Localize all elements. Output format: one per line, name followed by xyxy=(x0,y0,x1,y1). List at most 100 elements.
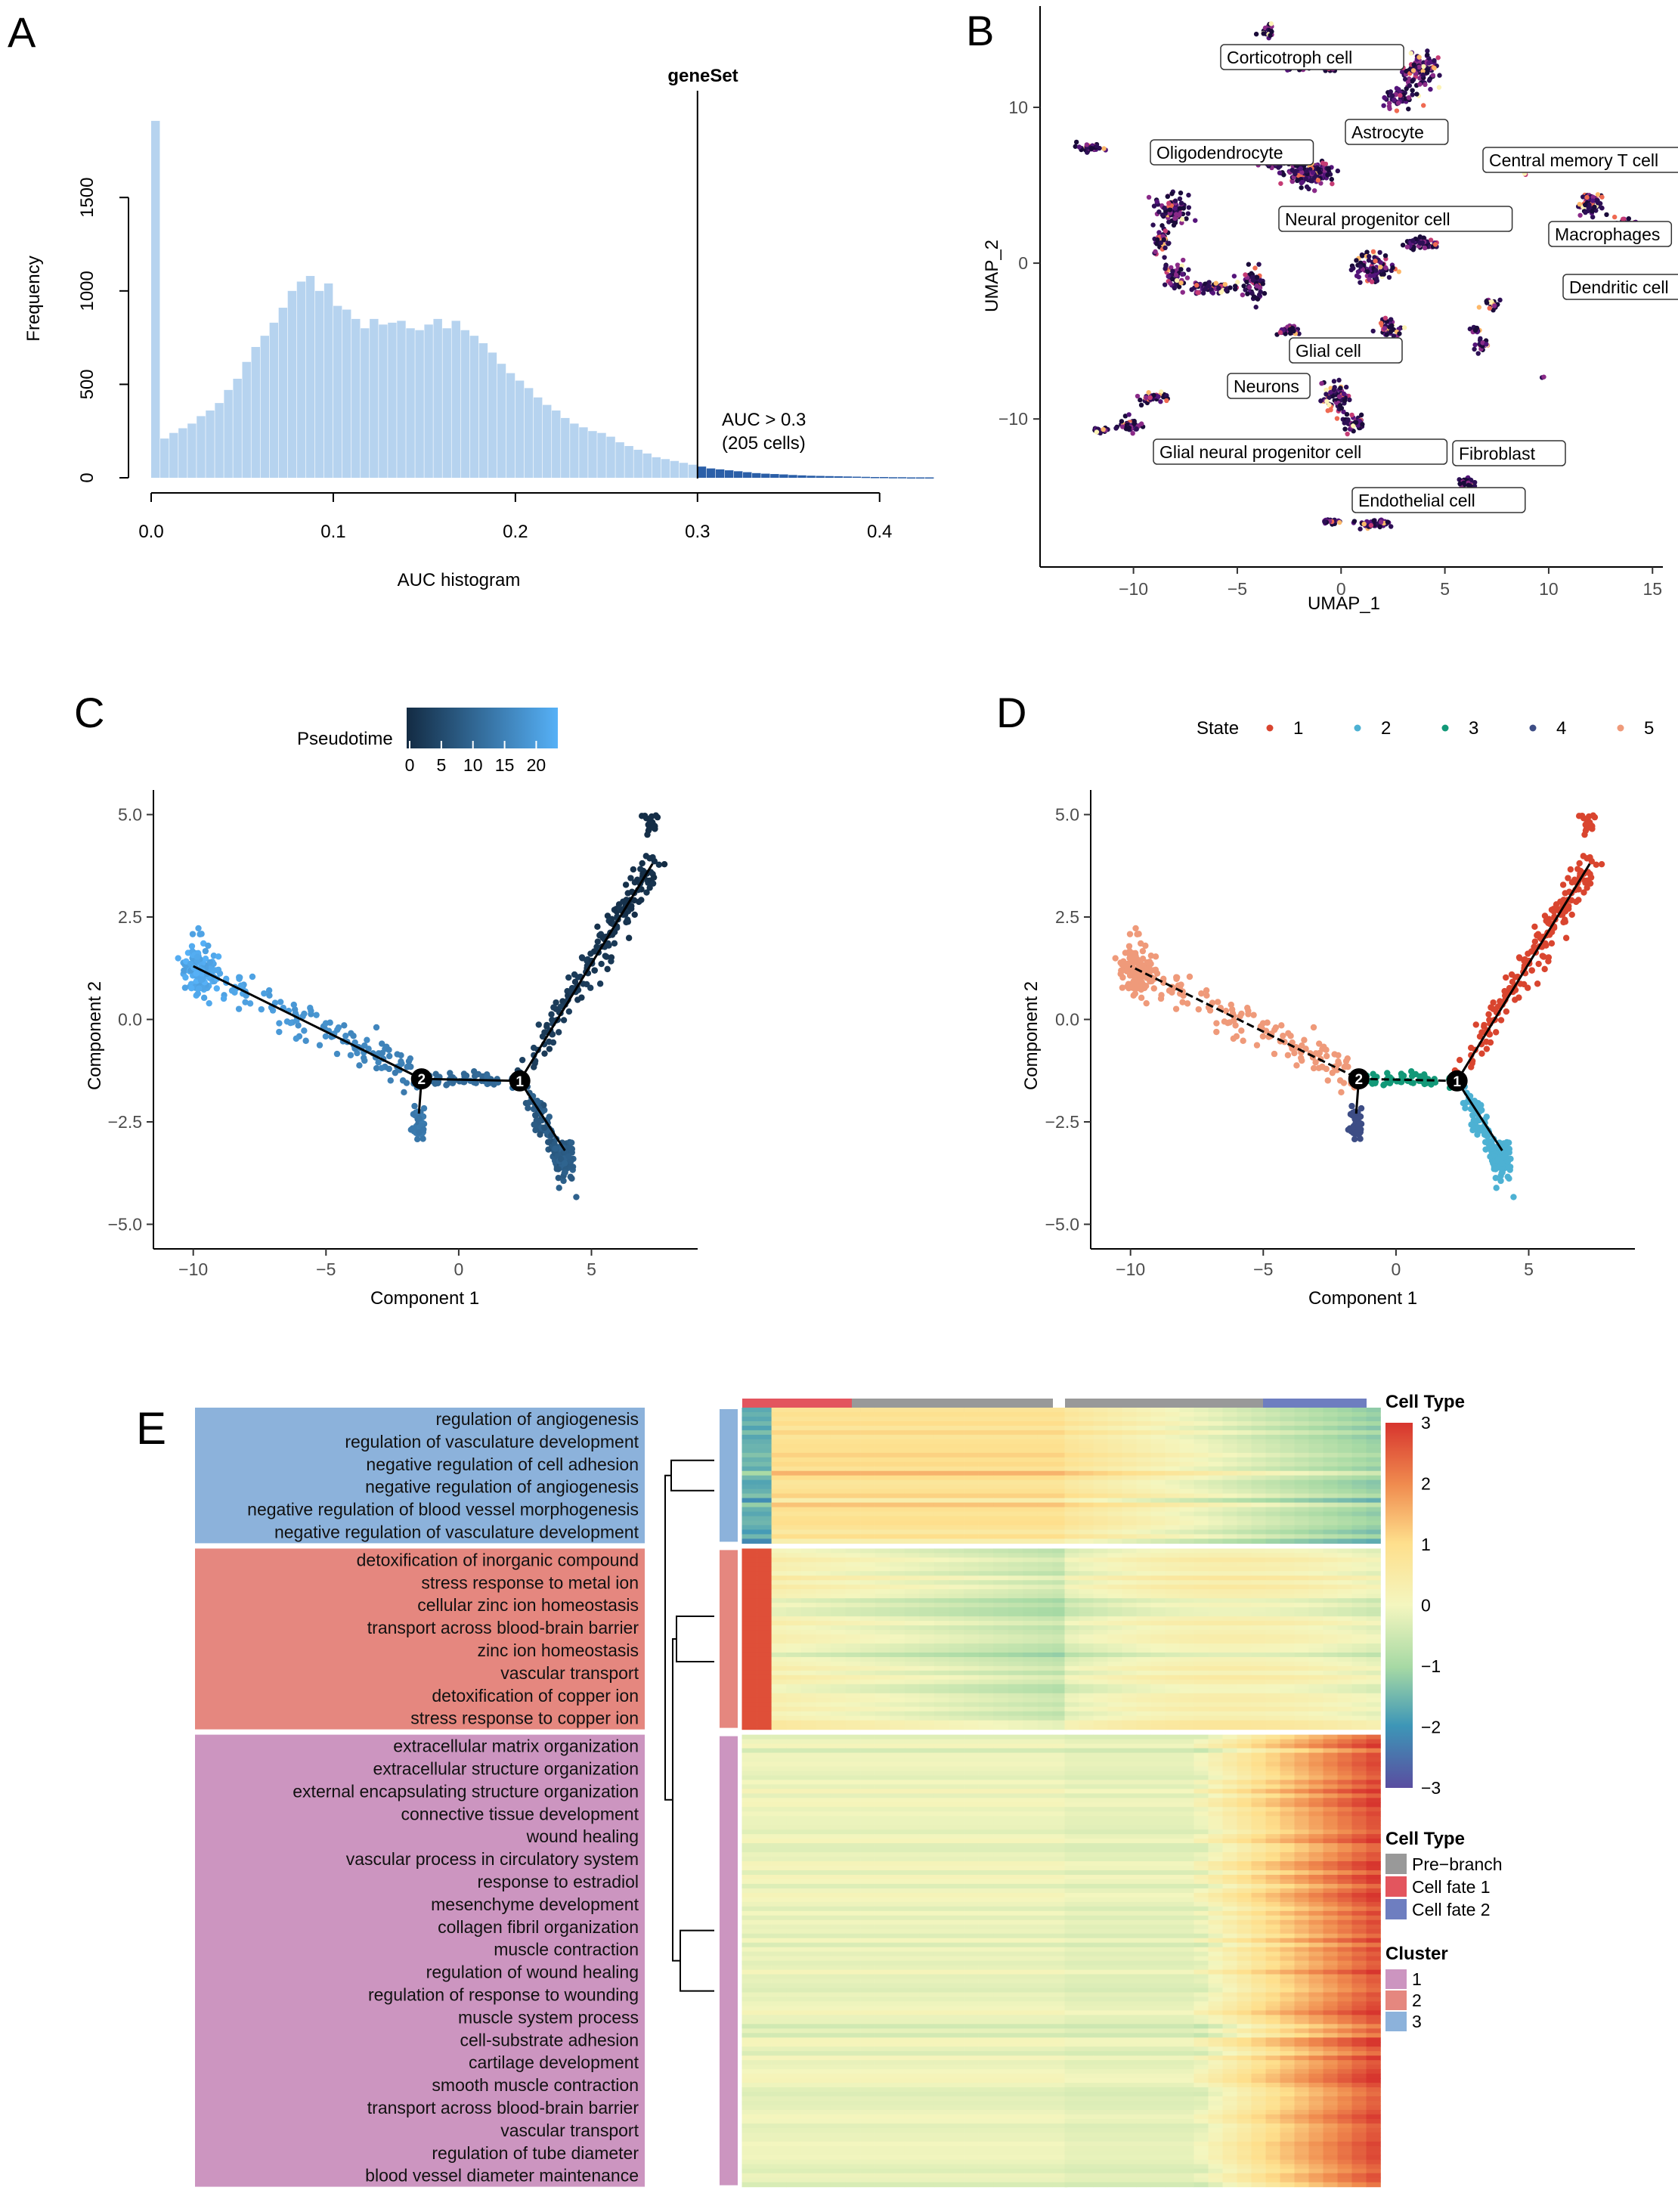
heatmap-cell xyxy=(1294,1538,1309,1544)
histogram-bar xyxy=(642,453,652,478)
heatmap-cell xyxy=(1008,1466,1023,1472)
umap-point xyxy=(1385,519,1391,525)
heatmap-cell xyxy=(1251,1557,1266,1563)
cell-point xyxy=(1462,1104,1469,1111)
heatmap-cell xyxy=(1079,1470,1094,1476)
heatmap-cell xyxy=(1008,1475,1023,1481)
heatmap-cell xyxy=(1093,1553,1108,1558)
heatmap-cell xyxy=(860,1470,875,1476)
heatmap-cell xyxy=(1179,1466,1194,1472)
heatmap-cell xyxy=(1294,1571,1309,1576)
heatmap-cell xyxy=(1093,1420,1108,1427)
heatmap-cell xyxy=(1093,1520,1108,1526)
heatmap-cell xyxy=(904,1498,920,1504)
heatmap-cell xyxy=(904,1511,920,1517)
heatmap-cell xyxy=(1008,1553,1023,1558)
heatmap-cell xyxy=(830,1507,846,1513)
heatmap-cell xyxy=(933,1420,949,1427)
cell-point xyxy=(1567,866,1574,873)
x-tick-label: 5 xyxy=(1524,1259,1534,1279)
cell-point xyxy=(1271,1050,1278,1058)
heatmap-cell xyxy=(1150,1493,1166,1499)
heatmap-cell xyxy=(1366,1411,1381,1417)
heatmap-cell xyxy=(771,1416,787,1422)
heatmap-cell xyxy=(1323,1502,1338,1508)
heatmap-cell xyxy=(1079,1457,1094,1463)
heatmap-cell xyxy=(830,1484,846,1490)
heatmap-cell xyxy=(964,1585,979,1590)
heatmap-cell xyxy=(1122,1475,1137,1481)
umap-point xyxy=(1472,342,1478,348)
heatmap-cell xyxy=(816,1585,831,1590)
cell-point xyxy=(1380,1082,1387,1089)
heatmap-cell xyxy=(1193,1470,1209,1476)
heatmap-cell xyxy=(1150,1525,1166,1531)
heatmap-cell xyxy=(1150,1534,1166,1540)
heatmap-cell xyxy=(1237,1408,1252,1413)
histogram-bar xyxy=(460,330,470,478)
heatmap-cell xyxy=(1179,1484,1194,1490)
heatmap-cell xyxy=(1179,1511,1194,1517)
heatmap-cell xyxy=(1037,1571,1053,1576)
heatmap-cell xyxy=(757,1548,772,1554)
heatmap-cell xyxy=(1193,1507,1209,1513)
heatmap-cell xyxy=(919,1434,935,1440)
heatmap-cell xyxy=(993,1507,1009,1513)
cell-point xyxy=(573,1194,580,1200)
heatmap-cell xyxy=(1179,1548,1194,1554)
heatmap-cell xyxy=(1079,1534,1094,1540)
heatmap-cell xyxy=(1308,1466,1324,1472)
heatmap-cell xyxy=(1150,1408,1166,1413)
heatmap-cell xyxy=(919,1562,935,1567)
heatmap-cell xyxy=(875,1466,890,1472)
heatmap-cell xyxy=(741,1575,757,1581)
heatmap-cell xyxy=(875,1502,890,1508)
heatmap-cell xyxy=(1107,1580,1122,1585)
heatmap-cell xyxy=(860,1538,875,1544)
heatmap-cell xyxy=(964,1430,979,1436)
heatmap-cell xyxy=(1208,1420,1223,1427)
umap-point xyxy=(1361,521,1367,527)
heatmap-cell xyxy=(1165,1489,1180,1495)
heatmap-cell xyxy=(1323,1525,1338,1531)
heatmap-cell xyxy=(1222,1425,1237,1431)
heatmap-cell xyxy=(830,1571,846,1576)
heatmap-cell xyxy=(1222,1470,1237,1476)
umap-point xyxy=(1435,55,1441,60)
heatmap-cell xyxy=(1337,1484,1352,1490)
umap-point xyxy=(1325,407,1330,414)
histogram-bar xyxy=(870,477,880,479)
heatmap-cell xyxy=(1294,1489,1309,1495)
heatmap-cell xyxy=(919,1443,935,1449)
heatmap-cell xyxy=(1136,1425,1151,1431)
heatmap-cell xyxy=(1308,1479,1324,1486)
heatmap-cell xyxy=(890,1443,906,1449)
umap-point xyxy=(1101,426,1106,432)
cell-point xyxy=(1238,1027,1245,1034)
heatmap-cell xyxy=(757,1484,772,1490)
cluster-annotation xyxy=(720,1409,738,1542)
umap-point xyxy=(1304,169,1309,174)
umap-point xyxy=(1163,263,1169,269)
cell-point xyxy=(1598,860,1605,868)
heatmap-cell xyxy=(1193,1580,1209,1585)
heatmap-cell xyxy=(860,1448,875,1454)
heatmap-cell xyxy=(1179,1507,1194,1513)
heatmap-cell xyxy=(993,1408,1009,1413)
cell-point xyxy=(1118,967,1125,974)
heatmap-cell xyxy=(1294,1484,1309,1490)
heatmap-cell xyxy=(860,1493,875,1499)
umap-point xyxy=(1599,194,1605,200)
heatmap-cell xyxy=(890,1575,906,1581)
heatmap-cell xyxy=(757,1502,772,1508)
heatmap-cell xyxy=(845,1529,861,1535)
heatmap-cell xyxy=(1337,1575,1352,1581)
heatmap-cell xyxy=(771,1479,787,1486)
umap-point xyxy=(1244,279,1249,285)
umap-point xyxy=(1474,325,1480,331)
heatmap-cell xyxy=(800,1566,816,1572)
umap-point xyxy=(1378,260,1383,265)
umap-point xyxy=(1316,166,1321,172)
cell-point xyxy=(1278,1022,1285,1029)
heatmap-cell xyxy=(919,1525,935,1531)
